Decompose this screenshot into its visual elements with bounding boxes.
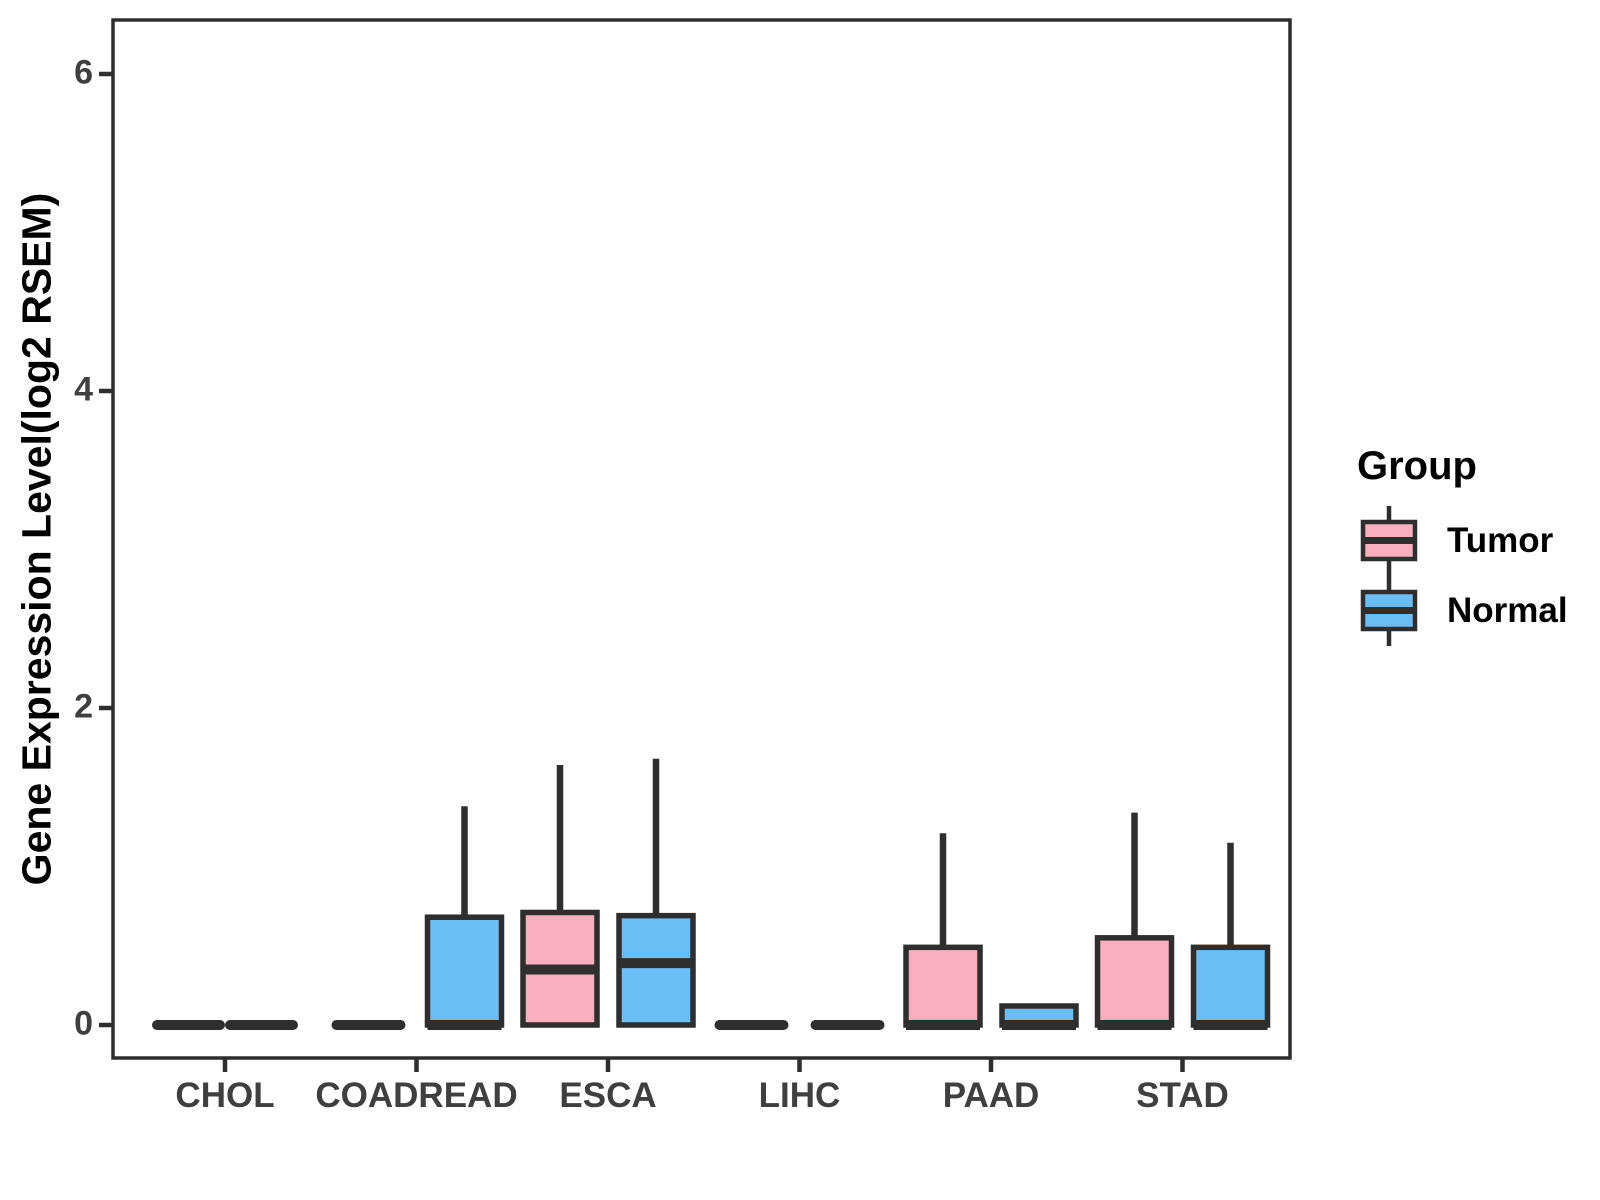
legend-key-normal: Normal (1357, 574, 1568, 648)
zero-dash-lihc-tumor (714, 1020, 789, 1030)
legend-key-tumor: Tumor (1357, 504, 1553, 578)
x-tick-label-esca: ESCA (559, 1076, 657, 1115)
x-tick-label-stad: STAD (1136, 1076, 1229, 1115)
y-tick-label-2: 2 (74, 687, 93, 726)
y-tick-label-6: 6 (74, 53, 93, 92)
x-tick-label-paad: PAAD (942, 1076, 1040, 1115)
zero-dash-chol-tumor (152, 1020, 225, 1030)
box-esca-normal (616, 912, 696, 1028)
legend-label-normal: Normal (1447, 591, 1568, 630)
panel-border (111, 18, 1292, 1060)
legend-title: Group (1357, 444, 1477, 488)
zero-dash-lihc-normal (810, 1020, 885, 1030)
box-stad-tumor (1094, 935, 1175, 1028)
x-tick-label-chol: CHOL (175, 1076, 275, 1115)
box-coadread-normal (424, 914, 505, 1028)
y-tick-label-0: 0 (74, 1004, 93, 1043)
zero-dash-coadread-tumor (331, 1020, 406, 1030)
box-stad-normal (1190, 944, 1271, 1028)
tumor-boxplot-icon (1360, 506, 1418, 576)
zero-dash-chol-normal (225, 1020, 298, 1030)
box-paad-tumor (903, 944, 983, 1028)
x-tick-label-lihc: LIHC (758, 1076, 841, 1115)
y-tick-label-4: 4 (74, 370, 93, 409)
y-axis-title: Gene Expression Level(log2 RSEM) (13, 192, 60, 886)
legend-label-tumor: Tumor (1447, 521, 1554, 560)
normal-boxplot-icon (1360, 576, 1418, 646)
x-tick-label-coadread: COADREAD (315, 1076, 518, 1115)
